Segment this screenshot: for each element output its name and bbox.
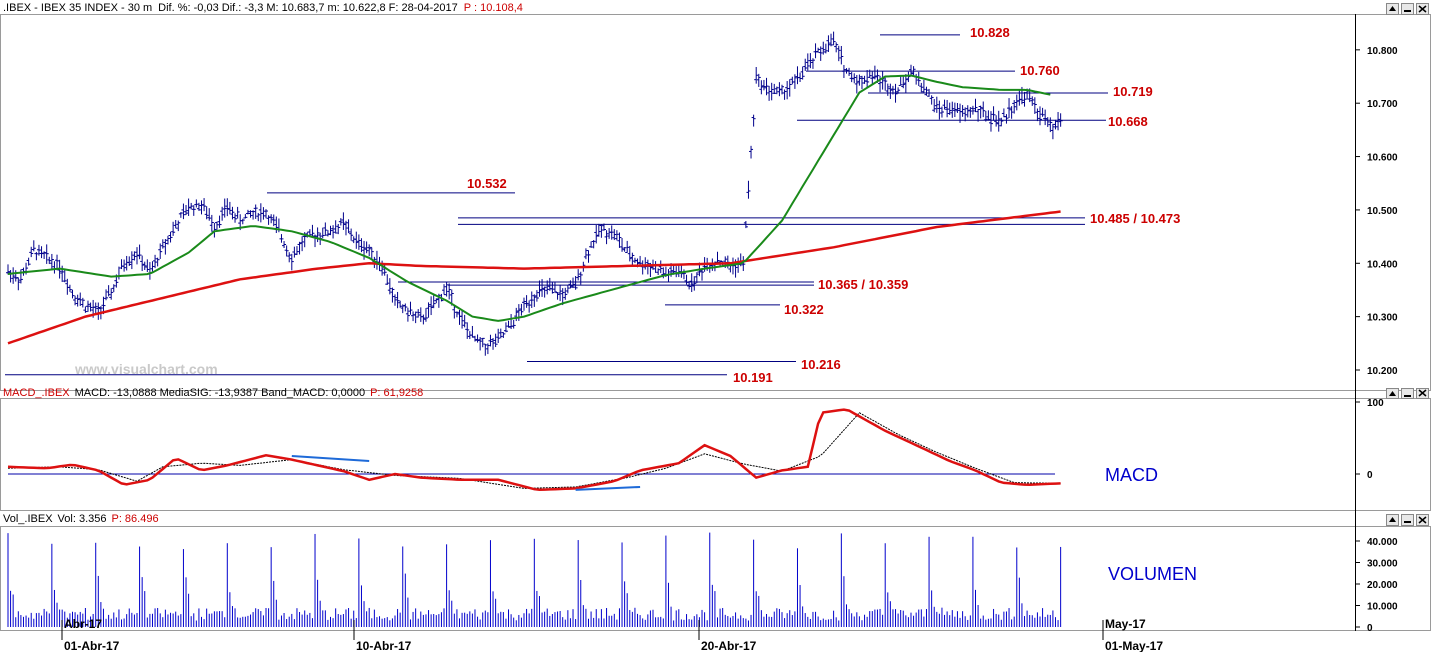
macd-panel-frame — [0, 398, 1431, 511]
level-label: 10.760 — [1020, 63, 1060, 78]
level-label: 10.485 / 10.473 — [1090, 211, 1180, 226]
date-label: 10-Abr-17 — [356, 639, 412, 652]
macd-signal-line — [7, 412, 1061, 489]
moving-averages — [7, 74, 1061, 345]
macd-tick-label: 100 — [1367, 398, 1384, 409]
date-axis: 01-Abr-17 10-Abr-17 20-Abr-17 01-May-17 Abr-… — [61, 617, 1163, 652]
price-tick-label: 10.700 — [1367, 99, 1398, 110]
macd-window-buttons[interactable] — [1386, 388, 1429, 399]
arrow-up-icon[interactable] — [1386, 3, 1399, 15]
minimize-icon[interactable] — [1401, 3, 1414, 15]
macd-title: MACD_.IBEX MACD: -13,0888 MediaSIG: -13,9… — [3, 387, 423, 399]
main-panel-frame — [0, 14, 1431, 391]
main-header-bg — [0, 0, 1432, 14]
macd-line — [7, 408, 1061, 491]
close-icon[interactable] — [1416, 514, 1429, 526]
macd-lines: 100 0 — [7, 398, 1384, 491]
volume-tick-label: 30.000 — [1367, 559, 1398, 570]
volume-tick-label: 10.000 — [1367, 602, 1398, 613]
volume-panel-label: VOLUMEN — [1108, 564, 1197, 584]
price-tick-label: 10.800 — [1367, 46, 1398, 57]
arrow-up-icon[interactable] — [1386, 388, 1399, 399]
divergence-line — [575, 485, 641, 491]
volume-tick-label: 40.000 — [1367, 537, 1398, 548]
price-tick-label: 10.200 — [1367, 366, 1398, 377]
volume-title: Vol_.IBEX Vol: 3.356 P: 86.496 — [3, 513, 159, 525]
close-icon[interactable] — [1416, 3, 1429, 15]
volume-panel-frame — [0, 526, 1431, 631]
support-resistance-levels: 10.828 10.760 10.719 10.668 10.532 10.485 / 1… — [5, 25, 1180, 385]
level-label: 10.322 — [784, 302, 824, 317]
volume-bars: 40.000 30.000 20.000 10.000 0 — [7, 532, 1398, 634]
macd-tick-label: 0 — [1367, 470, 1373, 481]
date-label: 01-May-17 — [1105, 639, 1163, 652]
volume-window-buttons[interactable] — [1386, 514, 1429, 526]
macd-panel-label: MACD — [1105, 465, 1158, 485]
ma-fast-line — [7, 74, 1051, 322]
volume-tick-label: 0 — [1367, 623, 1373, 634]
minimize-icon[interactable] — [1401, 514, 1414, 526]
minimize-icon[interactable] — [1401, 388, 1414, 399]
divergence-line — [291, 455, 370, 463]
price-bars — [6, 31, 1063, 356]
price-tick-label: 10.600 — [1367, 153, 1398, 164]
price-tick-label: 10.400 — [1367, 259, 1398, 270]
level-label: 10.216 — [801, 357, 841, 372]
level-label: 10.532 — [467, 176, 507, 191]
watermark: www.visualchart.com — [74, 361, 218, 377]
ma-slow-line — [7, 210, 1061, 345]
level-label: 10.668 — [1108, 114, 1148, 129]
level-label: 10.828 — [970, 25, 1010, 40]
price-tick-label: 10.300 — [1367, 313, 1398, 324]
level-label: 10.365 / 10.359 — [818, 277, 908, 292]
close-icon[interactable] — [1416, 388, 1429, 399]
month-label: May-17 — [1105, 617, 1146, 631]
main-title: .IBEX - IBEX 35 INDEX - 30 m Dif. %: -0,0… — [3, 2, 523, 14]
date-label: 20-Abr-17 — [701, 639, 757, 652]
volume-tick-label: 20.000 — [1367, 580, 1398, 591]
month-label: Abr-17 — [64, 617, 102, 631]
price-tick-label: 10.500 — [1367, 206, 1398, 217]
level-label: 10.191 — [733, 370, 773, 385]
date-label: 01-Abr-17 — [64, 639, 120, 652]
price-axis-ticks: 10.800 10.700 10.600 10.500 10.400 10.300 10.2… — [1355, 46, 1398, 377]
level-label: 10.719 — [1113, 84, 1153, 99]
main-window-buttons[interactable] — [1386, 3, 1429, 15]
arrow-up-icon[interactable] — [1386, 514, 1399, 526]
